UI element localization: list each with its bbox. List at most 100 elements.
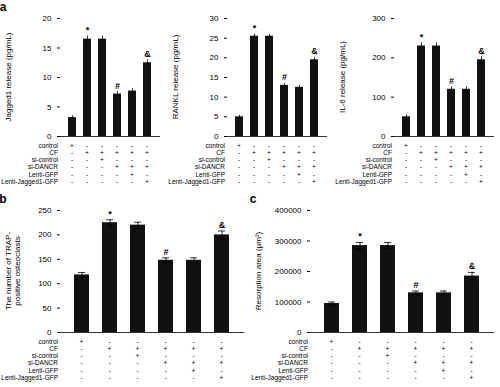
svg-text:-: - (116, 156, 118, 163)
svg-text:control: control (288, 338, 308, 345)
svg-text:+: + (136, 345, 140, 352)
svg-text:-: - (358, 359, 360, 366)
svg-text:-: - (164, 374, 166, 381)
svg-text:-: - (480, 156, 482, 163)
svg-text:300000: 300000 (275, 237, 302, 246)
svg-text:si-DANCR: si-DANCR (362, 163, 392, 170)
svg-text:-: - (358, 352, 360, 359)
svg-text:20: 20 (210, 53, 219, 62)
svg-text:-: - (71, 171, 73, 178)
svg-text:-: - (313, 156, 315, 163)
svg-text:-: - (435, 171, 437, 178)
svg-text:-: - (268, 142, 270, 149)
svg-text:+: + (358, 345, 362, 352)
svg-text:+: + (115, 163, 119, 170)
svg-text:-: - (71, 163, 73, 170)
svg-text:+: + (449, 163, 453, 170)
svg-text:-: - (238, 178, 240, 185)
svg-text:-: - (414, 367, 416, 374)
svg-text:-: - (405, 149, 407, 156)
svg-text:+: + (386, 345, 390, 352)
svg-text:-: - (442, 352, 444, 359)
svg-text:-: - (253, 142, 255, 149)
svg-text:+: + (434, 156, 438, 163)
svg-text:+: + (479, 163, 483, 170)
svg-text:-: - (86, 142, 88, 149)
svg-text:&: & (219, 220, 226, 230)
svg-text:+: + (130, 149, 134, 156)
svg-text:-: - (116, 178, 118, 185)
svg-text:Lenti-Jagged1-GFP: Lenti-Jagged1-GFP (335, 178, 392, 186)
svg-text:-: - (298, 156, 300, 163)
svg-text:-: - (220, 338, 222, 345)
svg-text:-: - (480, 171, 482, 178)
svg-text:-: - (253, 178, 255, 185)
svg-text:+: + (192, 359, 196, 366)
svg-text:-: - (330, 367, 332, 374)
svg-text:+: + (312, 178, 316, 185)
svg-text:control: control (372, 142, 392, 149)
svg-text:-: - (108, 352, 110, 359)
svg-text:400000: 400000 (275, 206, 302, 215)
svg-text:+: + (192, 345, 196, 352)
svg-text:a: a (0, 0, 7, 14)
svg-text:-: - (146, 142, 148, 149)
svg-text:+: + (145, 178, 149, 185)
svg-text:Lenti-Jagged1-GFP: Lenti-Jagged1-GFP (1, 178, 58, 186)
svg-text:15: 15 (43, 44, 52, 53)
svg-text:si-DANCR: si-DANCR (28, 359, 58, 366)
svg-text:+: + (100, 156, 104, 163)
svg-text:5: 5 (47, 103, 52, 112)
svg-text:+: + (192, 367, 196, 374)
svg-text:-: - (108, 374, 110, 381)
svg-text:+: + (312, 163, 316, 170)
svg-text:100: 100 (372, 93, 386, 102)
svg-text:-: - (358, 374, 360, 381)
svg-text:-: - (80, 367, 82, 374)
svg-text:RANKL release (pg/mL): RANKL release (pg/mL) (171, 34, 180, 119)
svg-text:-: - (330, 345, 332, 352)
svg-text:control: control (38, 338, 58, 345)
svg-text:-: - (131, 156, 133, 163)
svg-text:+: + (267, 156, 271, 163)
svg-text:150: 150 (38, 255, 52, 264)
svg-text:-: - (450, 171, 452, 178)
svg-text:-: - (450, 178, 452, 185)
svg-text:-: - (136, 374, 138, 381)
svg-text:-: - (268, 171, 270, 178)
svg-text:0: 0 (47, 132, 52, 141)
svg-text:+: + (145, 149, 149, 156)
svg-text:-: - (86, 156, 88, 163)
svg-text:-: - (283, 178, 285, 185)
svg-text:*: * (86, 25, 90, 35)
svg-text:+: + (267, 149, 271, 156)
svg-text:CF: CF (216, 149, 225, 156)
svg-text:+: + (470, 345, 474, 352)
svg-text:-: - (283, 171, 285, 178)
svg-text:#: # (163, 247, 168, 257)
svg-text:-: - (71, 156, 73, 163)
svg-text:30: 30 (210, 14, 219, 23)
svg-text:-: - (101, 171, 103, 178)
svg-text:+: + (434, 149, 438, 156)
svg-text:-: - (405, 171, 407, 178)
svg-text:+: + (70, 142, 74, 149)
svg-text:+: + (220, 345, 224, 352)
svg-text:#: # (115, 81, 120, 91)
svg-text:-: - (420, 142, 422, 149)
svg-text:200: 200 (372, 53, 386, 62)
svg-text:-: - (414, 352, 416, 359)
svg-text:Jagged1 release (pg/mL): Jagged1 release (pg/mL) (4, 32, 13, 121)
svg-text:-: - (470, 352, 472, 359)
svg-text:si-control: si-control (199, 156, 226, 163)
svg-text:-: - (253, 171, 255, 178)
svg-text:&: & (144, 49, 151, 59)
svg-text:-: - (253, 163, 255, 170)
svg-text:Resorption area (μm²): Resorption area (μm²) (254, 231, 263, 310)
svg-text:+: + (442, 359, 446, 366)
svg-text:IL-6 release (pg/mL): IL-6 release (pg/mL) (338, 41, 347, 113)
svg-text:-: - (283, 142, 285, 149)
svg-text:-: - (220, 352, 222, 359)
svg-text:+: + (470, 359, 474, 366)
svg-text:-: - (268, 178, 270, 185)
